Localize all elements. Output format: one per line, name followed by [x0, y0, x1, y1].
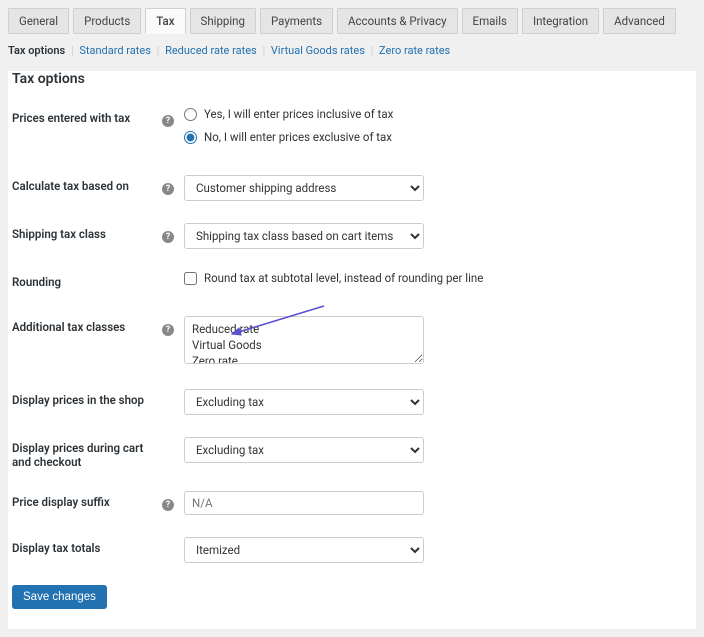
- textarea-additional-classes[interactable]: [184, 316, 424, 364]
- label-shipping-class: Shipping tax class: [12, 223, 162, 241]
- help-icon[interactable]: ?: [162, 499, 174, 511]
- label-prices-entered: Prices entered with tax: [12, 107, 162, 125]
- main-tabs: General Products Tax Shipping Payments A…: [8, 8, 696, 34]
- subtab-standard[interactable]: Standard rates: [79, 44, 151, 57]
- tab-tax[interactable]: Tax: [145, 8, 185, 34]
- subtab-virtual[interactable]: Virtual Goods rates: [271, 44, 365, 57]
- input-suffix[interactable]: [184, 491, 424, 515]
- label-display-cart: Display prices during cart and checkout: [12, 437, 162, 469]
- help-icon[interactable]: ?: [162, 183, 174, 195]
- help-icon[interactable]: ?: [162, 324, 174, 336]
- tab-emails[interactable]: Emails: [462, 8, 518, 34]
- save-button[interactable]: Save changes: [12, 585, 107, 609]
- tab-general[interactable]: General: [8, 8, 69, 34]
- label-totals: Display tax totals: [12, 537, 162, 555]
- radio-exclusive-label: No, I will enter prices exclusive of tax: [204, 130, 392, 144]
- radio-exclusive[interactable]: [184, 131, 197, 144]
- help-icon[interactable]: ?: [162, 231, 174, 243]
- select-shipping-class[interactable]: Shipping tax class based on cart items: [184, 223, 424, 249]
- sub-tabs: Tax options | Standard rates | Reduced r…: [8, 44, 696, 57]
- select-totals[interactable]: Itemized: [184, 537, 424, 563]
- radio-inclusive-label: Yes, I will enter prices inclusive of ta…: [204, 107, 393, 121]
- subtab-reduced[interactable]: Reduced rate rates: [165, 44, 257, 57]
- radio-inclusive-wrap[interactable]: Yes, I will enter prices inclusive of ta…: [184, 107, 424, 121]
- tab-shipping[interactable]: Shipping: [190, 8, 256, 34]
- label-rounding: Rounding: [12, 271, 162, 289]
- label-calc-based: Calculate tax based on: [12, 175, 162, 193]
- settings-panel: Tax options Prices entered with tax ? Ye…: [8, 71, 696, 629]
- tab-advanced[interactable]: Advanced: [603, 8, 676, 34]
- tab-products[interactable]: Products: [73, 8, 141, 34]
- checkbox-rounding[interactable]: [184, 272, 197, 285]
- select-display-shop[interactable]: Excluding tax: [184, 389, 424, 415]
- checkbox-rounding-label: Round tax at subtotal level, instead of …: [204, 271, 483, 285]
- label-suffix: Price display suffix: [12, 491, 162, 509]
- checkbox-rounding-wrap[interactable]: Round tax at subtotal level, instead of …: [184, 271, 692, 285]
- tab-accounts[interactable]: Accounts & Privacy: [337, 8, 458, 34]
- radio-exclusive-wrap[interactable]: No, I will enter prices exclusive of tax: [184, 130, 424, 144]
- label-additional: Additional tax classes: [12, 316, 162, 334]
- tab-payments[interactable]: Payments: [260, 8, 333, 34]
- section-title: Tax options: [12, 71, 692, 87]
- subtab-zero[interactable]: Zero rate rates: [379, 44, 450, 57]
- tab-integration[interactable]: Integration: [522, 8, 599, 34]
- subtab-current: Tax options: [8, 44, 65, 57]
- select-display-cart[interactable]: Excluding tax: [184, 437, 424, 463]
- radio-inclusive[interactable]: [184, 108, 197, 121]
- label-display-shop: Display prices in the shop: [12, 389, 162, 407]
- select-calc-based[interactable]: Customer shipping address: [184, 175, 424, 201]
- help-icon[interactable]: ?: [162, 115, 174, 127]
